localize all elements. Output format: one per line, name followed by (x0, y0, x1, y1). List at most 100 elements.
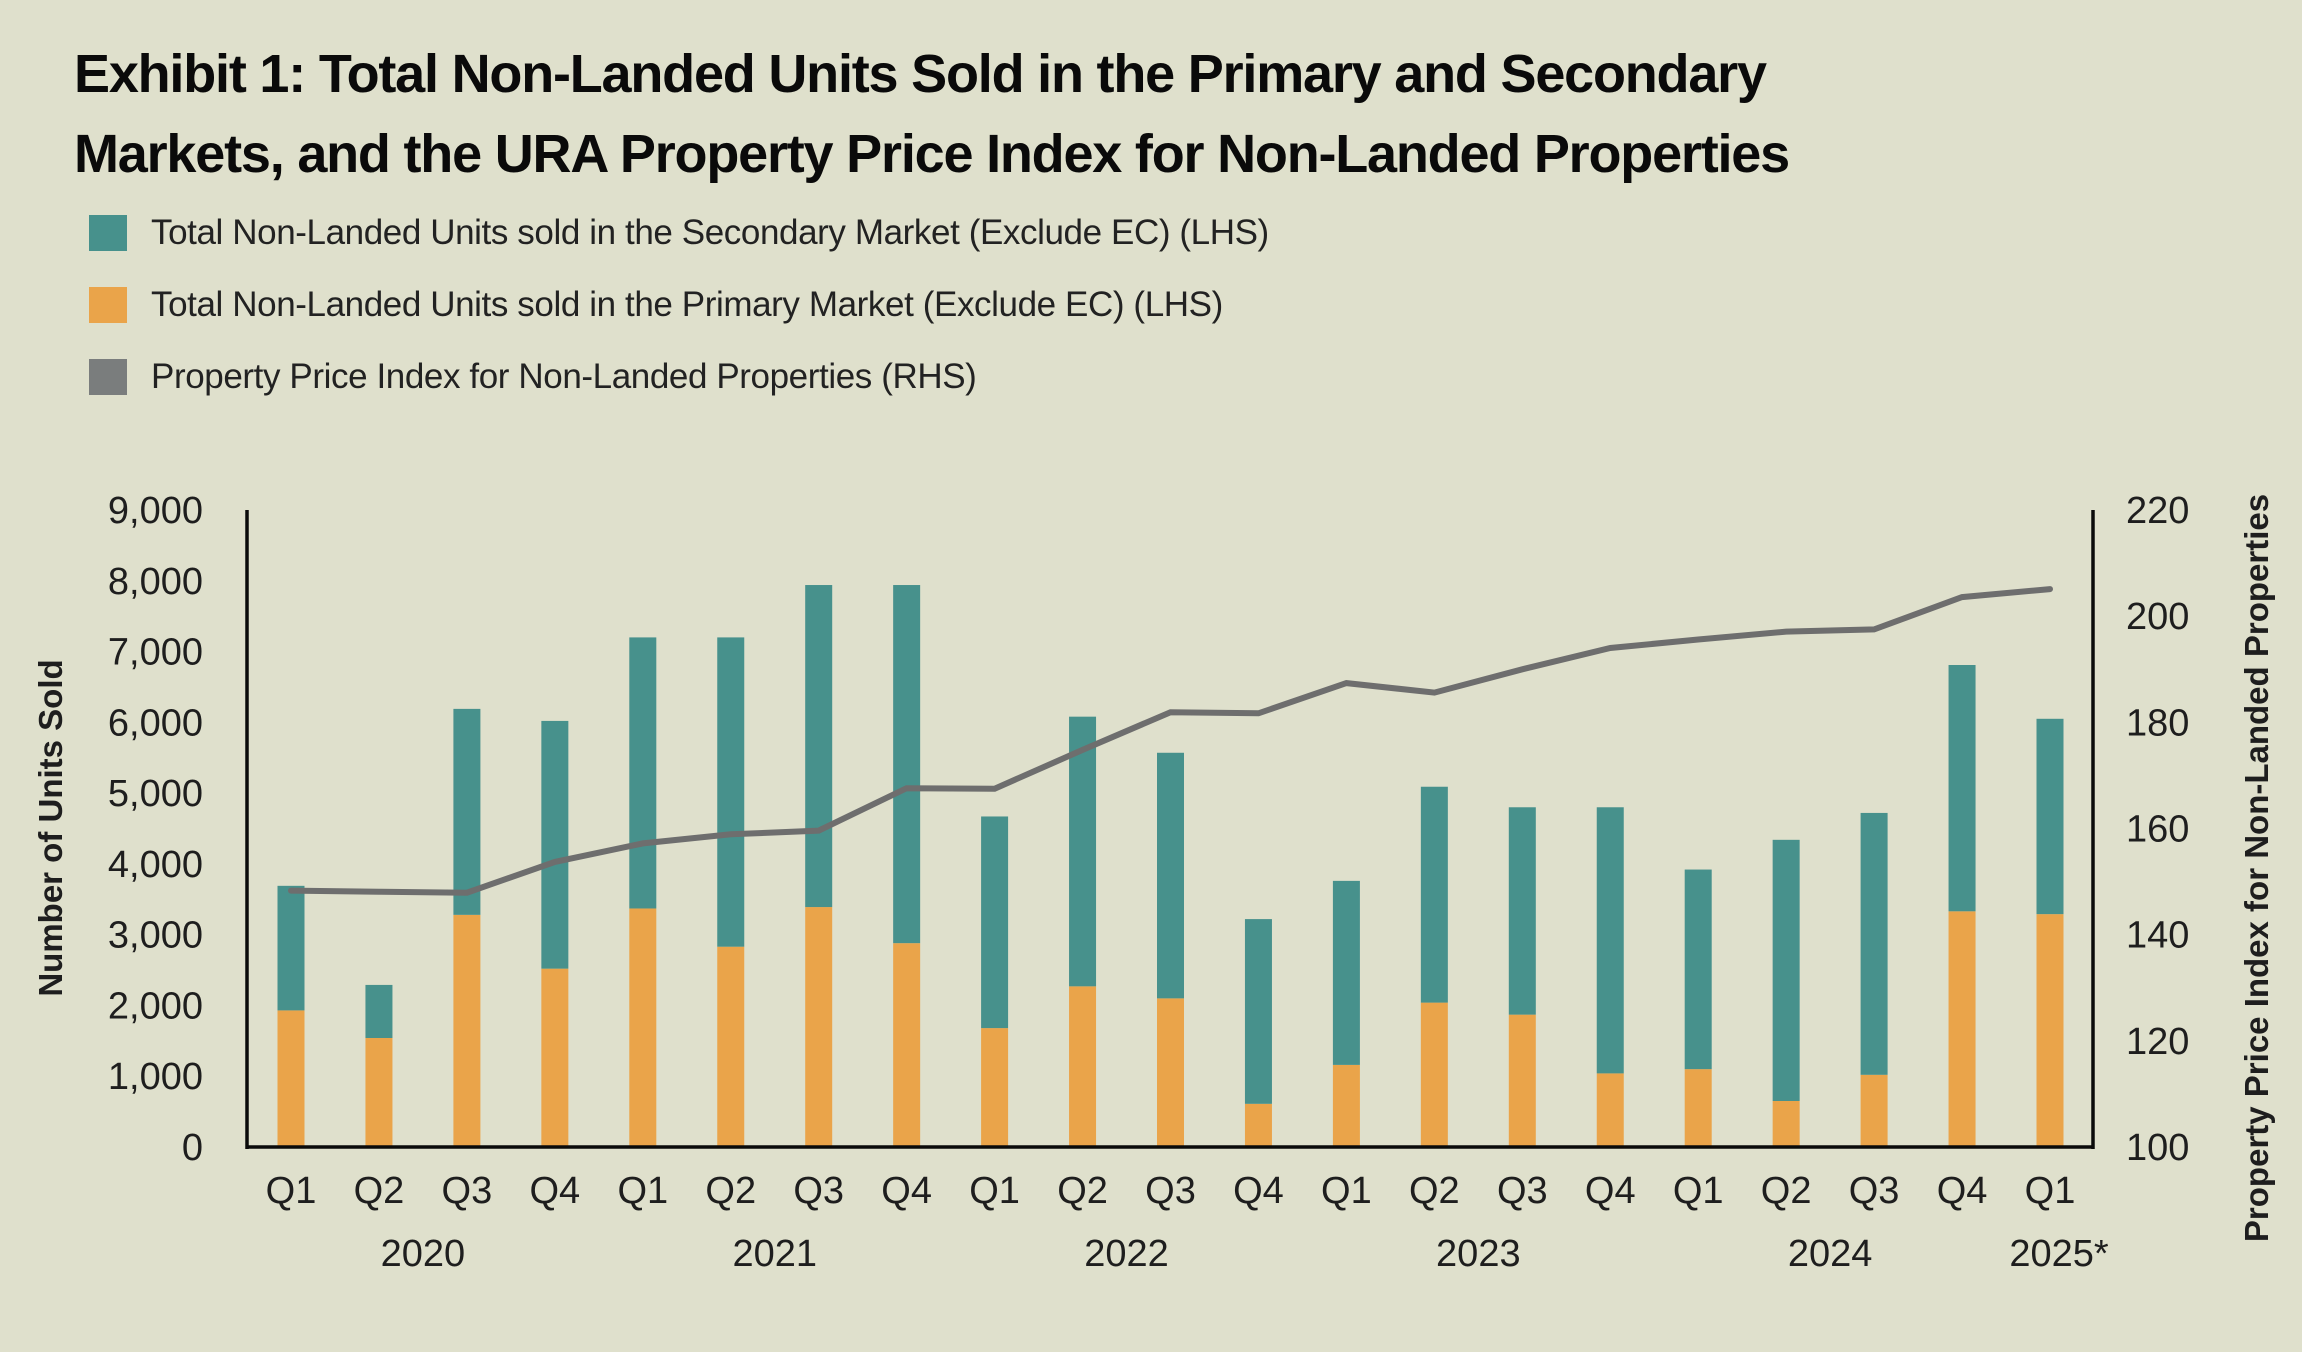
bar-primary (1244, 1103, 1272, 1147)
bar-secondary (277, 885, 305, 1011)
bar-primary (1684, 1069, 1712, 1147)
bar-secondary (1684, 869, 1712, 1070)
x-tick-label-quarter: Q2 (1409, 1170, 1460, 1212)
bar-primary (717, 946, 745, 1147)
bar-primary (1508, 1014, 1536, 1147)
bar-secondary (453, 708, 481, 915)
chart-title-line-1: Exhibit 1: Total Non-Landed Units Sold i… (74, 44, 1767, 104)
bar-secondary (1244, 919, 1272, 1104)
x-tick-label-quarter: Q2 (354, 1170, 405, 1212)
y-tick-label-left: 8,000 (108, 561, 203, 603)
y-tick-label-right: 120 (2126, 1021, 2189, 1063)
bar-primary (541, 968, 569, 1147)
y-tick-label-right: 180 (2126, 702, 2189, 744)
x-tick-label-quarter: Q3 (1145, 1170, 1196, 1212)
bar-secondary (1069, 716, 1097, 987)
y-axis-title-left: Number of Units Sold (32, 659, 69, 996)
x-tick-label-quarter: Q4 (881, 1170, 932, 1212)
x-tick-label-quarter: Q3 (442, 1170, 493, 1212)
bar-secondary (629, 637, 657, 909)
x-tick-label-quarter: Q1 (1321, 1170, 1372, 1212)
bar-secondary (1508, 807, 1536, 1015)
x-tick-label-quarter: Q2 (1057, 1170, 1108, 1212)
x-group-label-year: 2023 (1436, 1233, 1521, 1275)
legend-item-secondary: Total Non-Landed Units sold in the Secon… (89, 213, 1269, 252)
y-tick-label-left: 7,000 (108, 632, 203, 674)
x-tick-label-quarter: Q1 (266, 1170, 317, 1212)
x-group-label-year: 2021 (732, 1233, 817, 1275)
y-tick-label-left: 4,000 (108, 844, 203, 886)
y-tick-label-left: 3,000 (108, 915, 203, 957)
x-group-label-year: 2022 (1084, 1233, 1169, 1275)
y-tick-label-left: 1,000 (108, 1056, 203, 1098)
bar-secondary (2036, 718, 2064, 915)
bar-secondary (365, 984, 393, 1039)
bar-primary (629, 908, 657, 1147)
teal-swatch-icon (89, 215, 127, 251)
x-tick-label-quarter: Q1 (1673, 1170, 1724, 1212)
bar-primary (2036, 914, 2064, 1147)
bar-primary (1332, 1064, 1360, 1147)
legend-label-secondary: Total Non-Landed Units sold in the Secon… (151, 213, 1269, 252)
bar-secondary (1420, 786, 1448, 1003)
gray-swatch-icon (89, 359, 127, 395)
bar-secondary (1596, 807, 1624, 1074)
bar-primary (805, 907, 833, 1147)
x-tick-label-quarter: Q4 (1937, 1170, 1988, 1212)
bar-primary (893, 943, 921, 1147)
legend-label-ppi: Property Price Index for Non-Landed Prop… (151, 357, 977, 396)
x-tick-label-quarter: Q4 (529, 1170, 580, 1212)
bar-primary (1948, 911, 1976, 1147)
y-tick-label-right: 140 (2126, 915, 2189, 957)
x-tick-label-quarter: Q4 (1585, 1170, 1636, 1212)
bar-primary (981, 1028, 1009, 1147)
ppi-line (288, 586, 2053, 896)
bars-group (277, 585, 2064, 1147)
bar-primary (453, 914, 481, 1147)
legend-label-primary: Total Non-Landed Units sold in the Prima… (151, 285, 1223, 324)
x-tick-label-quarter: Q4 (1233, 1170, 1284, 1212)
y-tick-label-left: 0 (182, 1127, 203, 1169)
x-group-label-year: 2024 (1788, 1233, 1873, 1275)
bar-secondary (1772, 839, 1800, 1101)
x-tick-label-quarter: Q3 (1849, 1170, 1900, 1212)
x-tick-label-quarter: Q3 (1497, 1170, 1548, 1212)
bar-secondary (541, 720, 569, 969)
bar-secondary (805, 585, 833, 908)
legend-item-ppi: Property Price Index for Non-Landed Prop… (89, 357, 1269, 396)
chart-title-line-2: Markets, and the URA Property Price Inde… (74, 124, 1790, 184)
ppi-line-group (288, 586, 2053, 896)
y-axis-title-right: Property Price Index for Non-Landed Prop… (2238, 494, 2275, 1242)
bar-secondary (1332, 880, 1360, 1065)
bar-secondary (1948, 665, 1976, 912)
y-tick-label-right: 200 (2126, 596, 2189, 638)
orange-swatch-icon (89, 287, 127, 323)
bar-secondary (981, 816, 1009, 1029)
bar-primary (1157, 998, 1184, 1147)
legend: Total Non-Landed Units sold in the Secon… (89, 213, 1269, 430)
x-group-label-year: 2025* (2009, 1233, 2109, 1275)
bar-secondary (717, 637, 745, 947)
bar-primary (1860, 1074, 1888, 1147)
chart-title: Exhibit 1: Total Non-Landed Units Sold i… (74, 34, 1790, 194)
y-tick-label-left: 5,000 (108, 773, 203, 815)
bar-primary (365, 1038, 393, 1147)
x-tick-label-quarter: Q1 (969, 1170, 1020, 1212)
y-tick-label-left: 2,000 (108, 985, 203, 1027)
legend-item-primary: Total Non-Landed Units sold in the Prima… (89, 285, 1269, 324)
bar-primary (1596, 1073, 1624, 1147)
bar-secondary (1860, 812, 1888, 1075)
y-tick-label-right: 220 (2126, 490, 2189, 532)
bar-primary (277, 1010, 305, 1147)
y-tick-label-left: 6,000 (108, 702, 203, 744)
x-tick-label-quarter: Q1 (2025, 1170, 2076, 1212)
y-tick-label-right: 100 (2126, 1127, 2189, 1169)
x-group-label-year: 2020 (381, 1233, 466, 1275)
x-tick-label-quarter: Q3 (793, 1170, 844, 1212)
y-tick-label-right: 160 (2126, 809, 2189, 851)
x-tick-label-quarter: Q1 (617, 1170, 668, 1212)
bar-primary (1069, 986, 1097, 1147)
bar-secondary (1157, 752, 1184, 999)
tick-labels-group: 0 1,000 2,000 3,000 4,000 5,000 6,000 7,000 8,00… (108, 490, 2190, 1275)
